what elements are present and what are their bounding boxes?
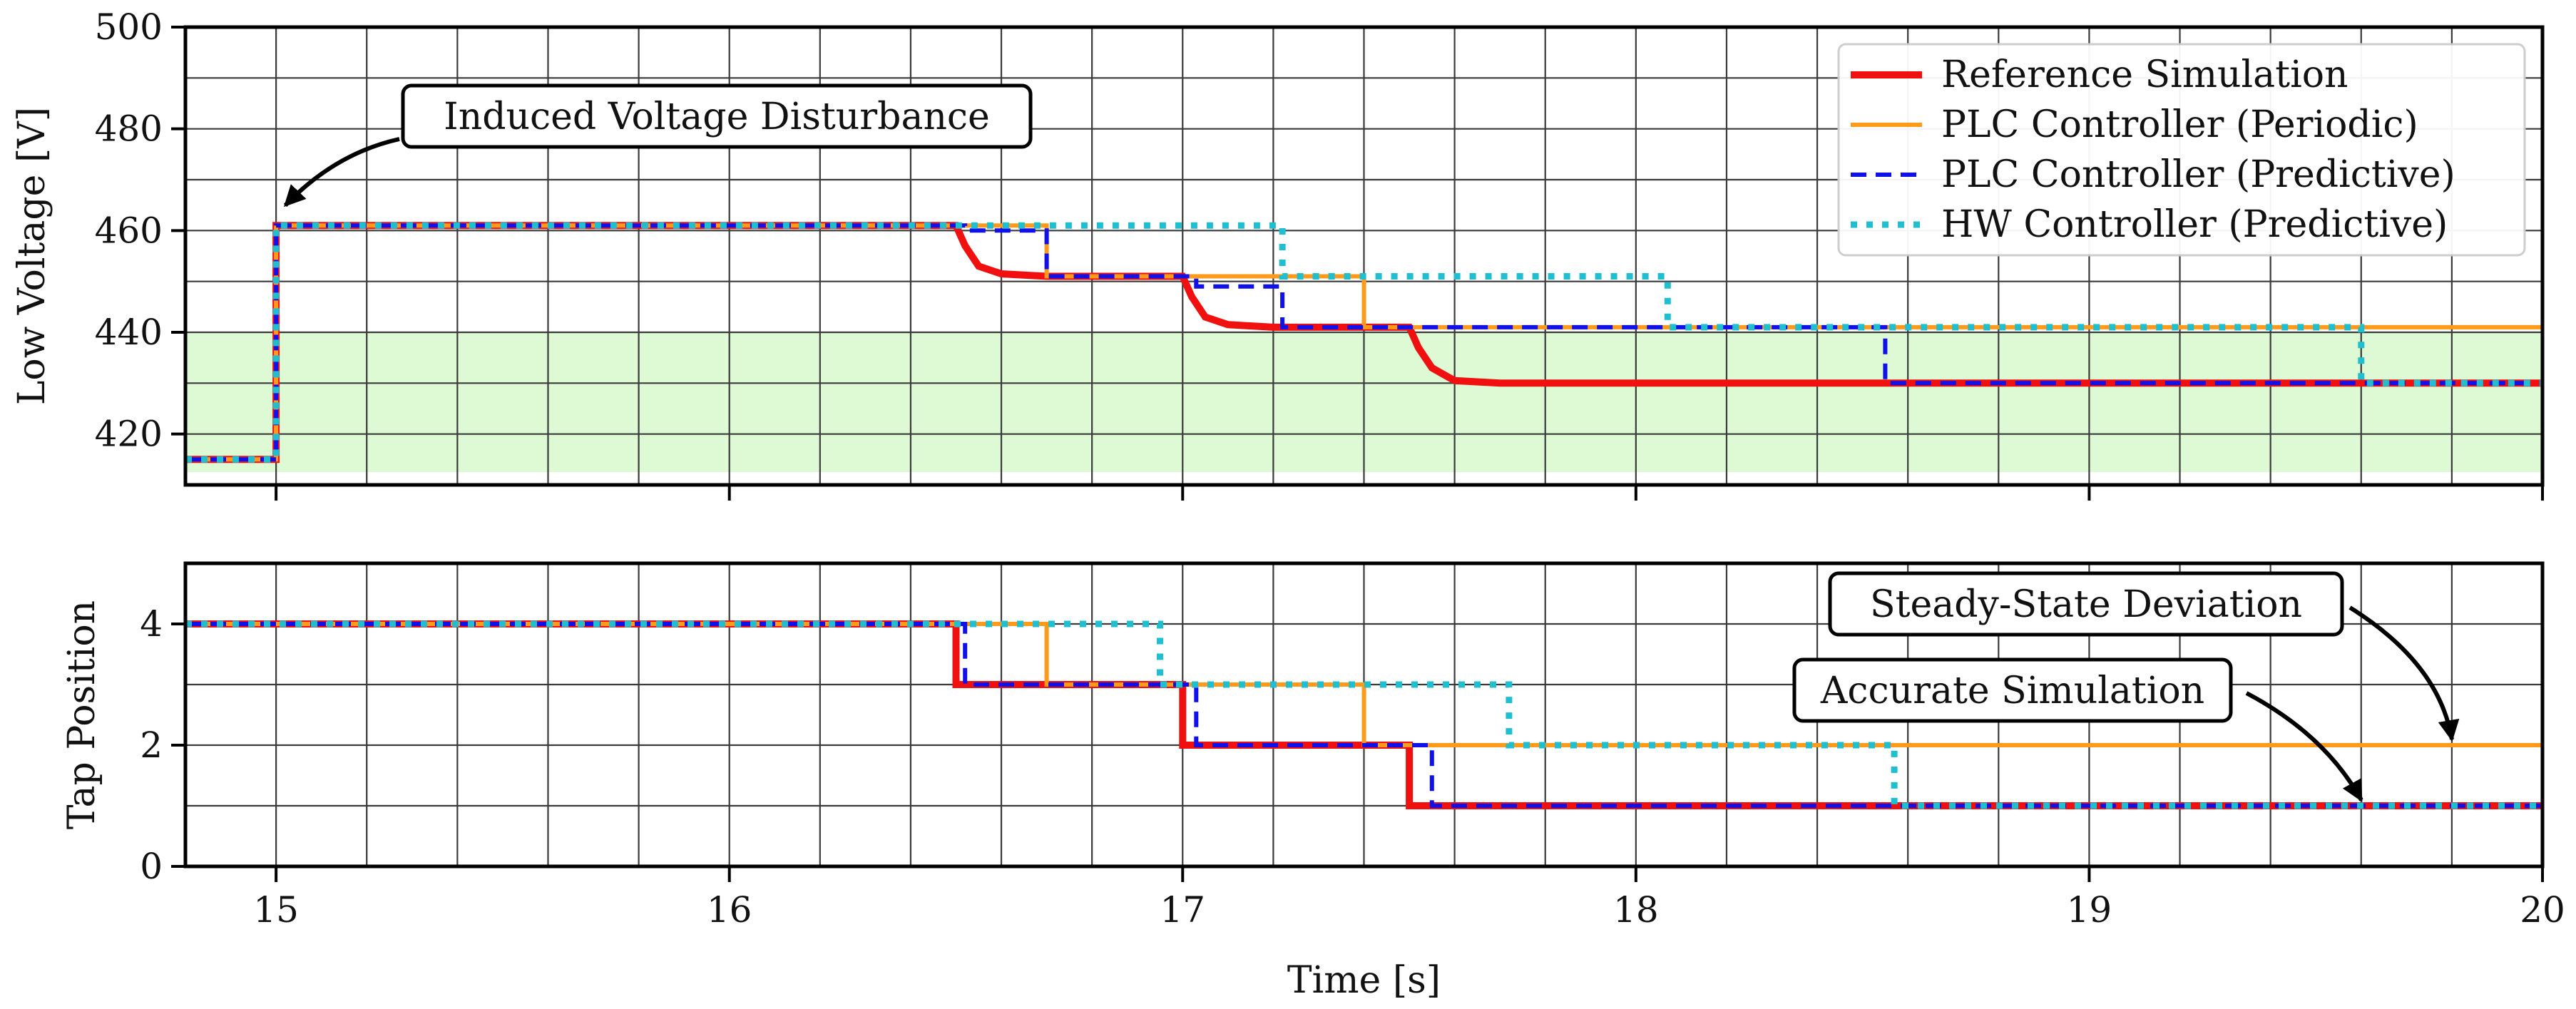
y-tick-label: 460	[95, 210, 163, 251]
y-tick-label: 420	[95, 414, 163, 455]
tap-axes-frame	[183, 561, 2545, 869]
y-tick-label: 500	[95, 6, 163, 48]
disturbance-arrow	[283, 137, 400, 208]
disturbance-annotation-text: Induced Voltage Disturbance	[444, 96, 990, 138]
accurate-sim-annotation-text: Accurate Simulation	[1820, 670, 2204, 712]
series-line	[185, 222, 2542, 463]
series-line	[185, 620, 2542, 809]
x-tick-label: 18	[1613, 889, 1659, 931]
legend-entry: PLC Controller (Periodic)	[1941, 103, 2418, 146]
series-line	[185, 620, 2542, 809]
x-tick-label: 20	[2520, 889, 2565, 931]
accurate-sim-annotation-box	[1792, 657, 2233, 723]
x-tick-label: 16	[707, 889, 752, 931]
y-tick-label: 480	[95, 108, 163, 150]
accurate-sim-arrow	[2245, 691, 2363, 802]
tap-series	[185, 620, 2542, 809]
voltage-series	[185, 222, 2542, 463]
tap-position-panel: 0 2 4 Tap Position 15 16 17 18 19 20 Time [s] Stead…	[61, 561, 2565, 1002]
y-axis-label: Tap Position	[61, 600, 103, 829]
legend-entry: HW Controller (Predictive)	[1941, 203, 2448, 246]
y-tick-label: 0	[140, 846, 163, 887]
series-line	[185, 622, 2542, 808]
steady-state-arrow	[2348, 605, 2460, 742]
legend-frame	[1837, 43, 2526, 257]
x-tick-label: 15	[253, 889, 299, 931]
y-tick-label: 440	[95, 312, 163, 353]
x-axis-label: Time [s]	[1287, 959, 1441, 1002]
legend-entry: Reference Simulation	[1941, 53, 2348, 96]
y-tick-label: 2	[140, 724, 163, 766]
steady-state-annotation-text: Steady-State Deviation	[1870, 583, 2302, 626]
voltage-axes-frame	[183, 25, 2545, 487]
voltage-panel: 420 440 460 480 500 Low Voltage [V] Induced Vo…	[11, 6, 2545, 501]
y-tick-label: 4	[140, 603, 163, 645]
x-tick-label: 17	[1160, 889, 1205, 931]
disturbance-annotation-box	[401, 83, 1033, 149]
legend: Reference Simulation PLC Controller (Peri…	[1837, 43, 2526, 257]
y-axis-label: Low Voltage [V]	[11, 107, 53, 405]
x-tick-label: 19	[2067, 889, 2112, 931]
legend-entry: PLC Controller (Predictive)	[1941, 153, 2455, 196]
steady-state-annotation-box	[1828, 571, 2344, 637]
